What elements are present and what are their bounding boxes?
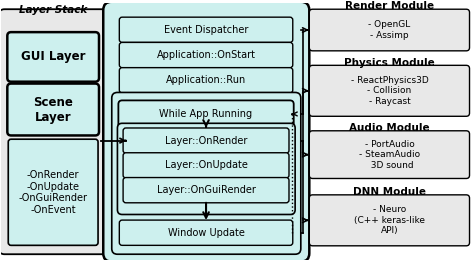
FancyBboxPatch shape — [112, 92, 301, 254]
FancyBboxPatch shape — [119, 68, 293, 93]
FancyBboxPatch shape — [123, 153, 289, 178]
Text: Physics Module: Physics Module — [344, 57, 435, 68]
Text: Audio Module: Audio Module — [349, 123, 430, 133]
Text: Layer::OnRender: Layer::OnRender — [165, 136, 247, 146]
Text: Layer::OnUpdate: Layer::OnUpdate — [164, 161, 247, 170]
Text: Event Dispatcher: Event Dispatcher — [164, 25, 248, 35]
Text: Render Module: Render Module — [345, 1, 434, 11]
FancyBboxPatch shape — [7, 84, 99, 135]
Text: Application::OnStart: Application::OnStart — [156, 50, 255, 60]
FancyBboxPatch shape — [310, 131, 470, 179]
FancyBboxPatch shape — [123, 128, 289, 153]
Text: - OpenGL
- Assimp: - OpenGL - Assimp — [368, 20, 410, 40]
FancyBboxPatch shape — [118, 123, 295, 215]
FancyBboxPatch shape — [103, 2, 310, 261]
FancyBboxPatch shape — [310, 195, 470, 246]
Text: -OnRender
-OnUpdate
-OnGuiRender
-OnEvent: -OnRender -OnUpdate -OnGuiRender -OnEven… — [18, 170, 88, 215]
Text: Window Update: Window Update — [168, 228, 245, 238]
FancyBboxPatch shape — [0, 9, 107, 254]
Text: - PortAudio
- SteamAudio
  3D sound: - PortAudio - SteamAudio 3D sound — [359, 140, 420, 170]
Text: GUI Layer: GUI Layer — [21, 50, 85, 63]
FancyBboxPatch shape — [119, 17, 293, 43]
FancyBboxPatch shape — [8, 139, 98, 245]
Text: Scene
Layer: Scene Layer — [33, 96, 73, 123]
Text: DNN Module: DNN Module — [353, 187, 426, 197]
Text: Layer::OnGuiRender: Layer::OnGuiRender — [156, 185, 255, 195]
Text: Layer Stack: Layer Stack — [18, 5, 87, 15]
FancyBboxPatch shape — [7, 32, 99, 82]
Text: Application::Run: Application::Run — [166, 75, 246, 85]
Text: - ReactPhysics3D
- Collision
- Raycast: - ReactPhysics3D - Collision - Raycast — [351, 76, 428, 106]
FancyBboxPatch shape — [118, 100, 294, 128]
FancyBboxPatch shape — [310, 9, 470, 51]
FancyBboxPatch shape — [119, 43, 293, 68]
FancyBboxPatch shape — [310, 65, 470, 116]
Text: - Neuro
(C++ keras-like
API): - Neuro (C++ keras-like API) — [354, 205, 425, 235]
FancyBboxPatch shape — [123, 177, 289, 203]
Text: While App Running: While App Running — [159, 109, 253, 119]
FancyBboxPatch shape — [119, 220, 293, 245]
